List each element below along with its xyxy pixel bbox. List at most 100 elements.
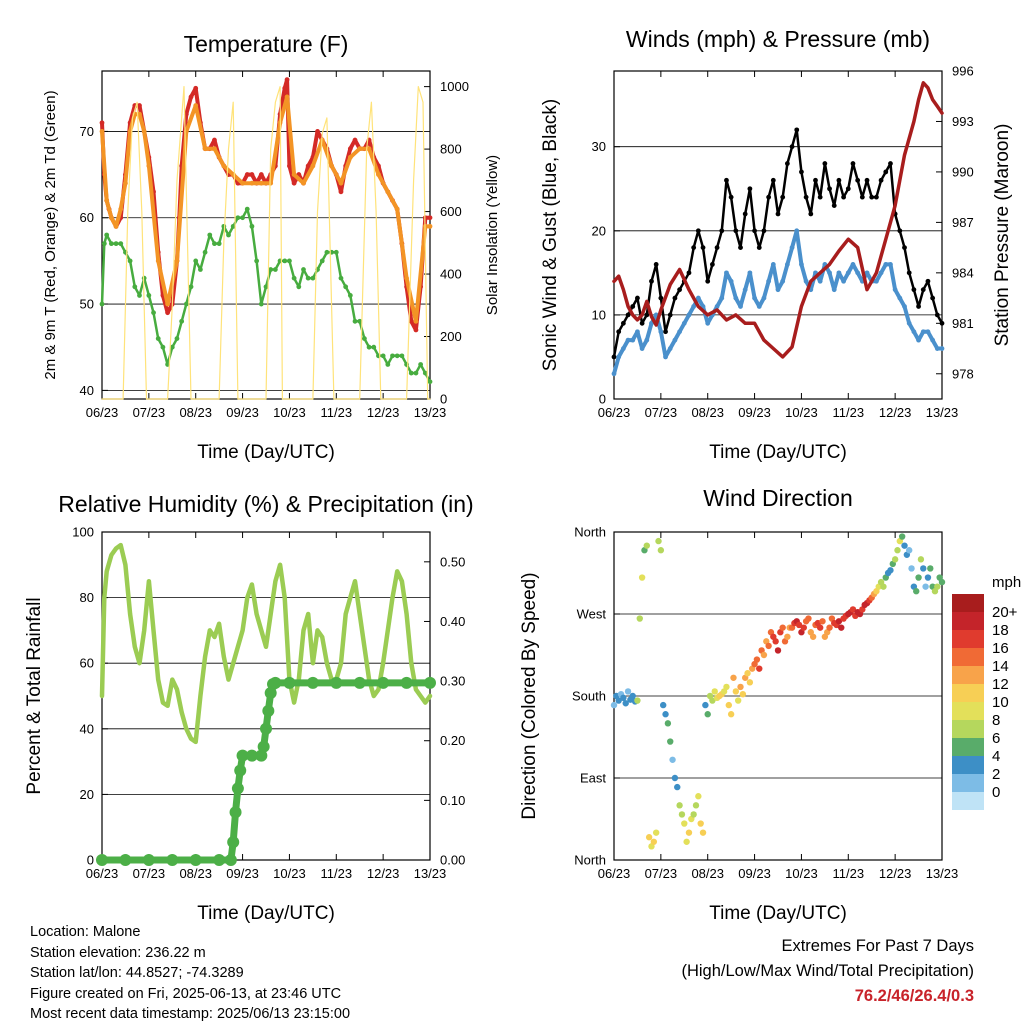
chart1-td-point [399,353,405,359]
chart1-t9m-point [137,111,142,117]
chart1-t9m-point [357,146,363,152]
chart4-ylabel: Direction (Colored By Speed) [519,572,540,819]
chart4-direction-point [664,720,672,727]
created-text: Figure created on Fri, 2025-06-13, at 23… [30,985,342,1002]
chart2-x-tick-label: 09/23 [738,405,771,420]
chart2-wind-point [883,262,889,267]
chart1-td-point [221,223,227,229]
chart2-wind-point [756,304,762,309]
chart2-wind-point [939,346,945,351]
chart1-t2m-point [427,215,433,221]
chart2-x-tick-label: 10/23 [785,405,818,420]
chart3-precip-point [283,676,296,689]
chart2-wind-point [630,337,636,343]
chart2-wind-point [841,278,846,284]
chart4-direction-point [927,565,934,572]
chart2-gust-point [756,245,762,251]
chart4-colorbar-swatch [952,792,984,810]
chart1-t2m-point [244,172,250,177]
chart1-t9m-point [404,275,409,281]
chart1-x-tick-label: 12/23 [367,405,400,420]
chart4-direction-point [727,711,735,718]
chart1-t9m-point [193,103,199,108]
chart2-gust-point [920,287,926,293]
chart2-wind-point [766,278,772,284]
chart2-wind-point [625,337,631,343]
chart3-precip-point [377,676,390,689]
chart4-direction-point [624,688,632,695]
chart4-direction-point [826,624,833,631]
chart1-t9m-point [284,94,290,100]
chart4-direction-point [730,674,737,681]
chart2-wind-point [635,329,640,335]
chart1-t9m-point [104,198,110,203]
chart3-rh-line [99,542,433,745]
chart1-td-point [343,284,349,290]
chart1-t2m-point [413,327,419,333]
chart1-t2m-point [282,85,288,91]
chart2-wind-point [920,329,926,335]
chart3-y-tick-label: 100 [72,525,94,540]
chart1-td-point [422,370,428,376]
chart1-td-point [296,284,302,290]
chart3-precip-point [306,676,319,689]
chart3-precip-point [424,676,436,689]
chart2-wind-point [752,295,757,301]
chart4-direction-point [725,701,732,709]
chart2-gust-point [752,228,757,234]
chart1-y-tick-label-right: 800 [440,142,462,157]
chart1-td-point [127,258,133,264]
chart1-td-point [104,232,110,238]
extremes-title: Extremes For Past 7 Days [781,937,974,955]
chart4-direction-point [650,838,658,845]
chart1-xlabel: Time (Day/UTC) [197,442,335,463]
chart2-gust-point [850,161,856,166]
chart4-direction-point [690,811,697,818]
chart2-gust-point [658,295,664,301]
chart3-x-tick-label: 09/23 [226,866,259,881]
chart3-x-tick-label: 13/23 [414,866,447,881]
chart4-direction-point [683,838,690,845]
chart4-direction-point [774,647,782,654]
chart1-td-point [263,284,269,290]
chart2-wind-point [620,346,626,351]
chart4-direction-point [809,633,817,640]
chart3-precip-point [353,676,366,689]
chart4-colorbar-swatch [952,774,984,792]
extremes-box: Extremes For Past 7 Days (High/Low/Max W… [681,934,974,1009]
chart1-td-point [235,215,241,221]
chart1-t9m-point [301,180,306,186]
chart2-gust-point [611,354,617,360]
chart1-td-point [240,215,245,221]
chart4-direction-point [669,756,676,763]
chart2-gust-point [939,320,945,326]
chart1-t9m-point [221,163,227,169]
chart2-x-tick-label: 13/23 [926,405,959,420]
chart2-x-tick-label: 06/23 [598,405,631,420]
chart1-x-tick-label: 06/23 [86,405,119,420]
chart2-gust-point [616,329,622,335]
chart2-wind-point [911,329,917,335]
chart1-td-point [132,284,138,290]
chart1-t2m-point [249,172,255,177]
chart4-colorbar-label: 12 [992,676,1009,693]
chart4-colorbar-swatch [952,720,984,738]
chart4-direction-point [800,624,807,631]
chart4-direction-point [660,701,667,709]
chart1-td-point [183,301,189,307]
chart4-direction-point [739,690,747,698]
chart4-direction-point [920,565,927,572]
chart2-gust-point [714,245,720,251]
chart4-direction-point [795,621,803,629]
chart4-direction-point [891,556,899,563]
chart4-direction-point [636,615,643,622]
chart2-gust-point [808,211,814,217]
chart2-gust-point [841,194,846,200]
chart4-x-tick-label: 07/23 [645,866,678,881]
chart1-t2m-point [305,163,311,169]
chart4-direction-point [662,711,669,718]
chart4-colorbar-label: 4 [992,748,1000,765]
chart4-direction-point [746,679,754,686]
chart2-wind-point [897,295,903,301]
chart2-wind-point [845,270,851,276]
